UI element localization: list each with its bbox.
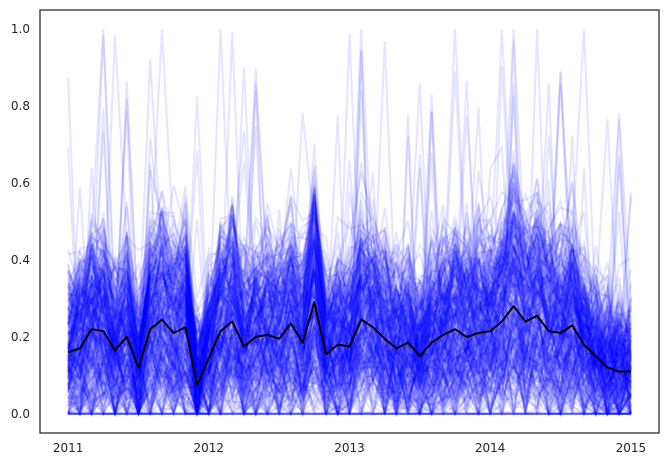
y-tick-label: 0.6 (11, 176, 30, 190)
y-tick-label: 0.0 (11, 407, 30, 421)
x-tick-label: 2013 (334, 441, 365, 455)
y-tick-label: 1.0 (11, 22, 30, 36)
x-tick-label: 2012 (194, 441, 225, 455)
x-tick-label: 2014 (475, 441, 506, 455)
y-tick-label: 0.8 (11, 99, 30, 113)
x-tick-label: 2015 (616, 441, 647, 455)
y-tick-label: 0.4 (11, 253, 30, 267)
x-tick-label: 2011 (53, 441, 84, 455)
y-tick-label: 0.2 (11, 330, 30, 344)
